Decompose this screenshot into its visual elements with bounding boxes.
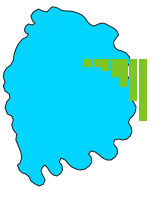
Bar	[111, 59, 119, 77]
Bar	[129, 59, 137, 101]
Bar	[139, 59, 147, 121]
Bar	[84, 59, 92, 67]
Polygon shape	[3, 7, 136, 186]
Bar	[93, 59, 101, 67]
Bar	[120, 59, 128, 87]
Bar	[102, 59, 110, 71]
